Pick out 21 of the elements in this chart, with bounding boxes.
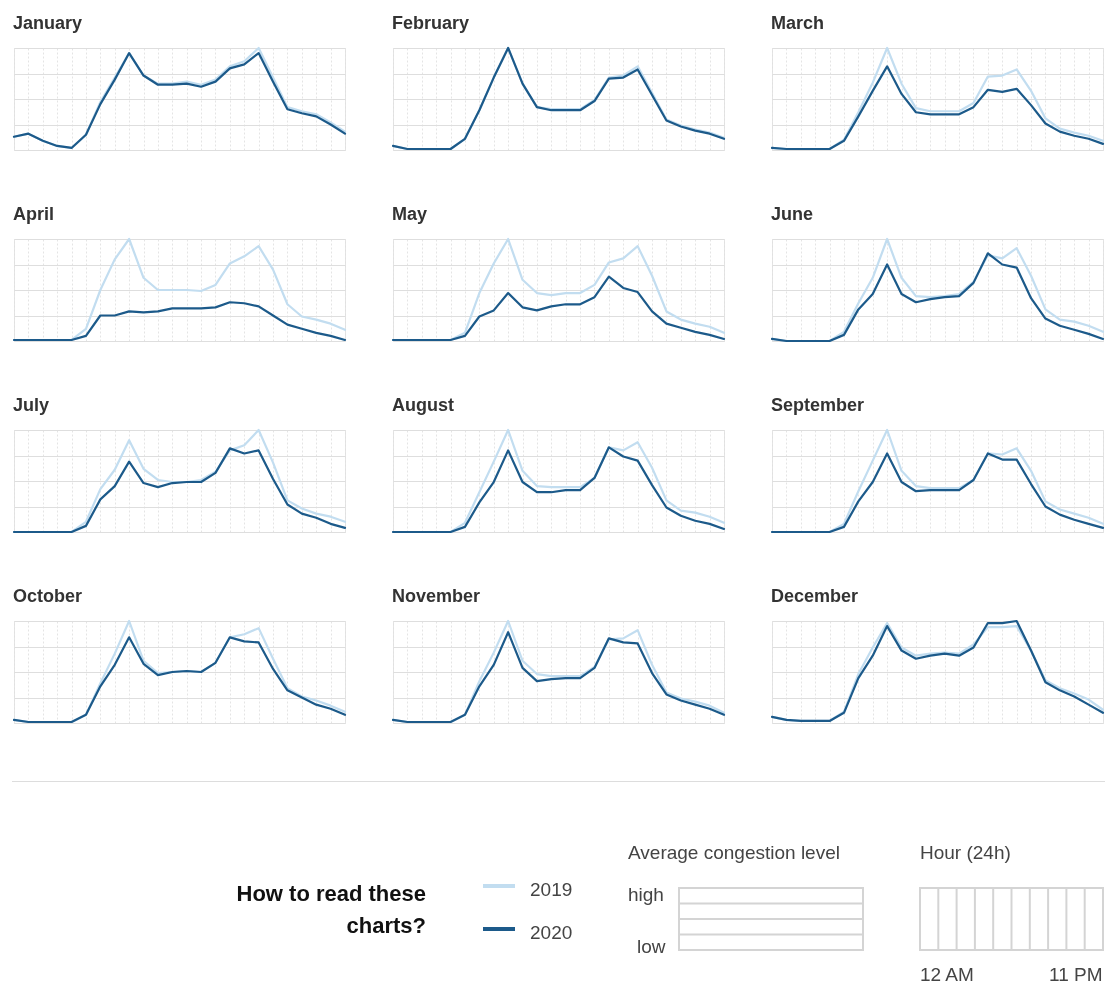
chart-title: October (12, 585, 82, 606)
text: 11 PM (1049, 964, 1103, 984)
text: high (628, 884, 664, 906)
chart-title: April (12, 203, 54, 224)
text: How to read these charts? (235, 880, 426, 940)
chart-title: July (12, 394, 49, 415)
text: low (637, 936, 666, 958)
text: 2020 (530, 922, 573, 944)
chart-title: August (391, 394, 454, 415)
chart-title: January (12, 12, 82, 33)
chart-title: December (770, 585, 858, 606)
chart-title: September (770, 394, 864, 415)
text: Hour (24h) (920, 842, 1011, 864)
text: 12 AM (920, 964, 974, 984)
chart-title: February (391, 12, 469, 33)
text: Average congestion level (628, 842, 840, 864)
chart-title: November (391, 585, 480, 606)
chart-title: May (391, 203, 427, 224)
chart-title: June (770, 203, 813, 224)
text: 2019 (530, 879, 573, 901)
chart-title: March (770, 12, 824, 33)
